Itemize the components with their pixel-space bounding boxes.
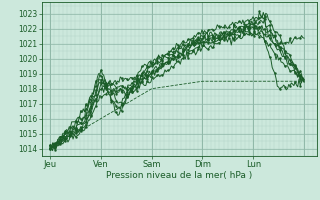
X-axis label: Pression niveau de la mer( hPa ): Pression niveau de la mer( hPa ) (106, 171, 252, 180)
